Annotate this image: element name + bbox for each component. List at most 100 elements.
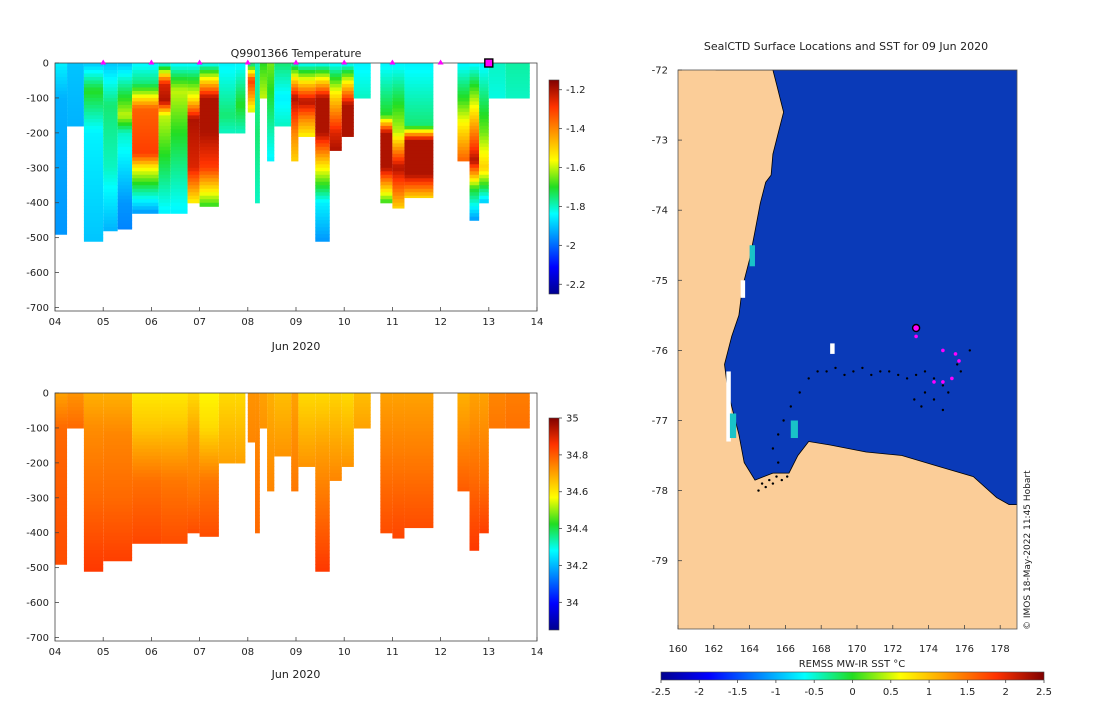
map-y-tick-label: -77	[652, 416, 668, 427]
temp-cell	[187, 104, 200, 110]
temp-cell	[170, 185, 188, 190]
sal-cell	[255, 487, 260, 492]
temp-cell	[469, 167, 480, 172]
temp-cell	[291, 153, 299, 158]
temp-cell	[255, 94, 260, 99]
sal-cell	[55, 501, 68, 506]
sal-cell	[404, 393, 434, 398]
sal-cell	[267, 441, 275, 446]
temp-cell	[170, 164, 188, 169]
sal-cell	[298, 399, 316, 405]
sal-cell	[259, 413, 268, 419]
sal-cell	[315, 459, 330, 464]
sal-cell	[315, 445, 330, 450]
sal-cell	[329, 466, 342, 471]
sal-cell	[404, 490, 434, 495]
sal-cell	[255, 466, 260, 471]
temp-cell	[235, 115, 246, 120]
sal-cell	[255, 452, 260, 457]
sal-cell	[392, 434, 405, 440]
sal-cell	[315, 564, 330, 569]
temp-cell	[218, 115, 236, 120]
sal-cell	[255, 490, 260, 495]
sal-cell	[457, 427, 470, 433]
sal-profile-18	[329, 393, 342, 481]
track-point	[798, 391, 801, 394]
temp-cell	[103, 146, 118, 151]
sal-cell	[83, 438, 104, 443]
sal-cell	[274, 445, 292, 450]
temp-cell	[380, 83, 393, 89]
temp-cell	[255, 80, 260, 85]
sal-cell	[392, 399, 405, 405]
temp-cell	[170, 83, 188, 89]
temp-cell	[457, 108, 470, 113]
y-tick-label: -200	[26, 458, 49, 469]
sal-cell	[329, 393, 342, 398]
salinity-colorbar	[548, 417, 560, 631]
sal-cell	[469, 539, 480, 544]
temp-cell	[55, 63, 68, 68]
sal-cell	[199, 515, 219, 520]
sal-cell	[479, 508, 489, 513]
temp-cell	[298, 108, 316, 113]
sal-cell	[291, 393, 299, 398]
sal-cell	[479, 469, 489, 474]
sal-cell	[161, 417, 188, 422]
temp-cell	[274, 118, 292, 123]
sal-cell	[291, 462, 299, 467]
temp-cell	[469, 160, 480, 165]
sal-cell	[315, 396, 330, 401]
sal-cell	[380, 396, 393, 401]
temp-cell	[117, 94, 133, 99]
sal-cell	[161, 490, 188, 495]
sal-cell	[404, 448, 434, 453]
temp-cell	[103, 220, 118, 225]
sal-cell	[255, 431, 260, 436]
temp-cell	[255, 181, 260, 186]
sal-cell	[341, 403, 354, 408]
temp-cell	[298, 66, 316, 71]
track-point	[879, 370, 882, 373]
sal-cell	[103, 480, 133, 485]
sal-cell	[291, 403, 299, 408]
temp-cell	[380, 129, 393, 134]
temp-cell	[103, 115, 118, 120]
x-tick-label: 13	[482, 317, 495, 328]
sal-cell	[132, 504, 162, 509]
sal-cell	[392, 480, 405, 485]
sal-cell	[55, 431, 68, 436]
temp-cell	[103, 87, 118, 92]
temp-cell	[187, 125, 200, 130]
temp-cell	[404, 167, 434, 172]
temp-cell	[117, 63, 133, 68]
temp-cell	[199, 202, 219, 207]
sal-cell	[218, 393, 236, 398]
sal-cell	[392, 529, 405, 534]
temp-cell	[479, 146, 489, 151]
sal-cell	[380, 504, 393, 509]
sal-cell	[291, 441, 299, 446]
temp-cell	[187, 146, 200, 151]
sal-cell	[255, 417, 260, 422]
temp-cell	[158, 118, 171, 123]
temp-cell	[404, 122, 434, 127]
sal-cell	[103, 553, 133, 558]
temp-cell	[315, 209, 330, 214]
sal-cell	[132, 438, 162, 443]
temp-cell	[457, 125, 470, 130]
sal-cell	[132, 455, 162, 460]
temp-cell	[274, 111, 292, 116]
temp-cell	[103, 223, 118, 228]
sal-cell	[255, 504, 260, 509]
sal-cell	[479, 396, 489, 401]
sal-cell	[235, 406, 246, 412]
sal-cell	[341, 459, 354, 464]
temp-cell	[55, 181, 68, 186]
temp-profile-27	[469, 63, 480, 221]
sal-cell	[341, 406, 354, 412]
sal-cell	[199, 487, 219, 492]
sal-cell	[267, 399, 275, 405]
temp-cell	[329, 139, 342, 144]
sal-cell	[83, 536, 104, 541]
